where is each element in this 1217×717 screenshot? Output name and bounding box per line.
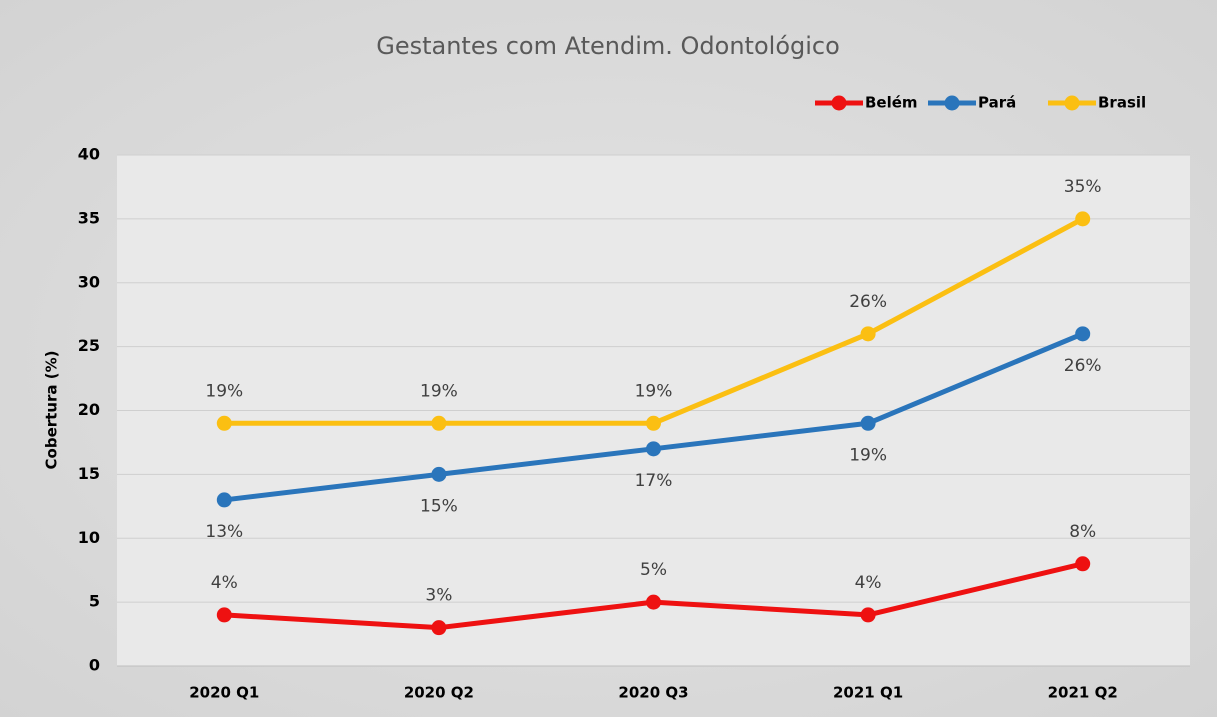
data-point xyxy=(860,326,876,342)
data-point xyxy=(646,594,661,610)
x-tick-label: 2021 Q2 xyxy=(1048,684,1118,702)
data-point xyxy=(860,607,876,623)
y-tick-label: 0 xyxy=(89,656,100,675)
data-label: 5% xyxy=(640,560,667,580)
data-point xyxy=(431,620,447,636)
y-axis-label: Cobertura (%) xyxy=(43,351,61,470)
x-tick-label: 2020 Q1 xyxy=(189,684,259,702)
data-label: 3% xyxy=(425,586,452,606)
data-point xyxy=(646,441,661,457)
data-point xyxy=(216,415,232,431)
y-tick-label: 30 xyxy=(78,272,100,291)
legend-label: Belém xyxy=(865,94,918,112)
data-point xyxy=(1075,326,1091,342)
data-point xyxy=(216,492,232,508)
legend-marker xyxy=(1064,95,1080,111)
data-label: 17% xyxy=(635,471,673,491)
legend-marker xyxy=(831,95,847,111)
legend-label: Brasil xyxy=(1098,94,1146,112)
data-point xyxy=(1075,211,1091,227)
y-tick-label: 40 xyxy=(78,145,100,164)
y-tick-label: 35 xyxy=(78,208,100,227)
data-label: 4% xyxy=(211,573,238,593)
data-label: 19% xyxy=(849,445,887,465)
y-tick-label: 5 xyxy=(89,592,100,611)
data-point xyxy=(431,415,447,431)
data-point xyxy=(216,607,232,623)
data-label: 13% xyxy=(205,522,243,542)
data-label: 19% xyxy=(420,381,458,401)
data-label: 19% xyxy=(635,381,673,401)
y-tick-label: 25 xyxy=(78,336,100,355)
data-label: 35% xyxy=(1064,177,1102,197)
x-tick-label: 2021 Q1 xyxy=(833,684,903,702)
data-label: 26% xyxy=(849,292,887,312)
legend-label: Pará xyxy=(978,94,1016,112)
legend-marker xyxy=(944,95,960,111)
chart-title: Gestantes com Atendim. Odontológico xyxy=(376,32,840,60)
x-tick-label: 2020 Q3 xyxy=(618,684,688,702)
data-label: 4% xyxy=(855,573,882,593)
data-label: 15% xyxy=(420,496,458,516)
y-tick-label: 10 xyxy=(78,528,100,547)
data-point xyxy=(860,415,876,431)
y-tick-label: 20 xyxy=(78,400,100,419)
data-label: 26% xyxy=(1064,356,1102,376)
x-tick-label: 2020 Q2 xyxy=(404,684,474,702)
data-point xyxy=(1075,556,1091,572)
data-label: 19% xyxy=(205,381,243,401)
data-point xyxy=(646,415,661,431)
y-tick-label: 15 xyxy=(78,464,100,483)
data-label: 8% xyxy=(1069,522,1096,542)
data-point xyxy=(431,466,447,482)
